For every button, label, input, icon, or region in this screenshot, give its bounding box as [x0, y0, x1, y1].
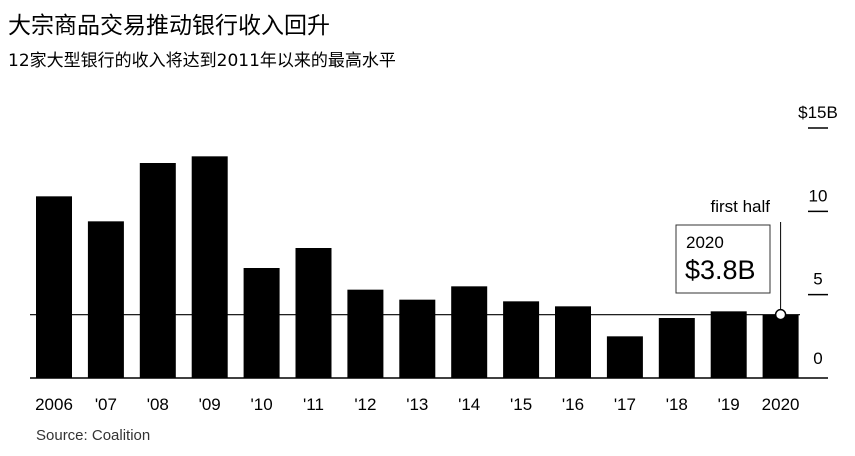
bar-07	[87, 221, 124, 378]
bar-16	[555, 306, 591, 378]
bar-2020	[762, 314, 799, 378]
y-tick-label: 5	[813, 270, 822, 289]
x-tick-label: 2020	[762, 395, 800, 414]
annotation-marker	[774, 308, 787, 321]
bar-17	[606, 336, 643, 378]
x-tick-label: '11	[303, 395, 324, 414]
y-tick-label: 10	[809, 186, 828, 205]
annotation-group: first half 2020 $3.8B	[675, 197, 787, 321]
annotation-year: 2020	[686, 233, 724, 252]
bar-13	[399, 299, 436, 378]
x-tick-label: '15	[510, 395, 532, 414]
bar-19	[710, 311, 747, 378]
bar-09	[191, 156, 228, 378]
bar-11	[295, 248, 332, 378]
bar-15	[503, 301, 540, 378]
bar-12	[347, 289, 384, 378]
x-tick-label: '10	[251, 395, 273, 414]
annotation-box	[675, 224, 771, 294]
x-tick-label: '08	[147, 395, 169, 414]
chart-subtitle: 12家大型银行的收入将达到2011年以来的最高水平	[8, 51, 396, 71]
bar-18	[658, 318, 695, 378]
x-tick-label: 2006	[35, 395, 73, 414]
bars-group	[36, 156, 799, 378]
x-tick-label: '12	[354, 395, 376, 414]
x-tick-label: '07	[95, 395, 117, 414]
x-tick-label: '14	[458, 395, 480, 414]
x-tick-label: '19	[718, 395, 740, 414]
x-tick-label: '18	[666, 395, 688, 414]
annotation-value: $3.8B	[685, 255, 756, 285]
y-tick-label: $15B	[798, 103, 838, 122]
bar-08	[139, 163, 176, 378]
x-tick-label: '13	[406, 395, 428, 414]
x-tick-label: '09	[199, 395, 221, 414]
x-tick-label: '17	[614, 395, 636, 414]
bar-2006	[36, 196, 72, 378]
y-axis-ticks: 0 5 10 $15B	[798, 103, 838, 368]
bar-14	[451, 286, 488, 378]
annotation-label: first half	[710, 197, 770, 216]
x-axis-labels: 2006 '07 '08 '09 '10 '11 '12 '13 '14 '15 '16 '17 '18…	[35, 395, 799, 414]
x-tick-label: '16	[562, 395, 584, 414]
chart-title: 大宗商品交易推动银行收入回升	[8, 13, 330, 39]
source-note: Source: Coalition	[36, 427, 151, 444]
bar-10	[243, 268, 280, 378]
y-tick-label: 0	[813, 349, 822, 368]
